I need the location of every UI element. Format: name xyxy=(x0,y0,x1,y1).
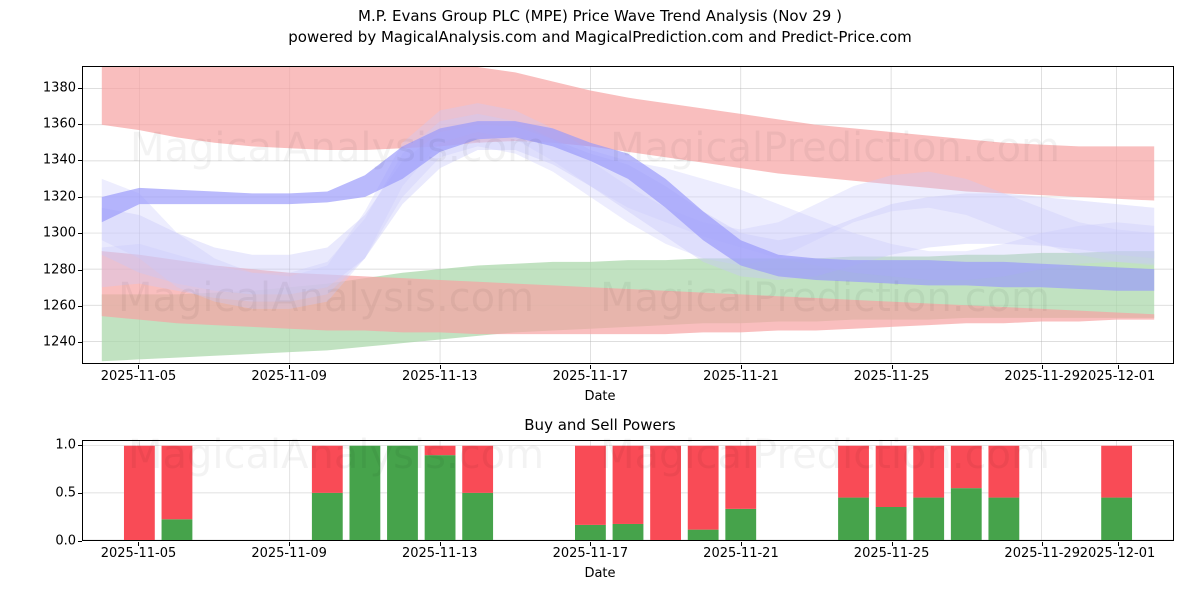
price-x-tick-mark xyxy=(439,365,441,369)
price-y-tick-mark xyxy=(78,160,82,162)
signal-x-tick-labels: 2025-11-05 2025-11-09 2025-11-13 2025-11-17… xyxy=(0,542,1200,568)
signal-x-tick: 2025-11-21 xyxy=(703,546,779,561)
price-x-tick: 2025-11-05 xyxy=(100,369,177,384)
price-y-tick-mark xyxy=(78,124,82,126)
signal-x-tick: 2025-11-09 xyxy=(251,546,327,561)
price-y-tick-mark xyxy=(78,342,82,344)
signal-chart-title: Buy and Sell Powers xyxy=(524,416,676,434)
price-y-tick: 1280 xyxy=(42,262,76,277)
signal-x-tick: 2025-11-05 xyxy=(100,546,177,561)
signal-y-tick-mark xyxy=(78,492,82,494)
price-y-tick-mark xyxy=(78,87,82,89)
price-x-axis-title: Date xyxy=(584,389,616,404)
price-x-tick: 2025-11-13 xyxy=(401,369,478,384)
price-x-tick: 2025-11-25 xyxy=(853,369,930,384)
price-x-tick-mark xyxy=(891,365,893,369)
buy-sell-powers-svg xyxy=(83,441,1173,540)
signal-x-tick-mark xyxy=(439,542,441,546)
price-x-tick: 2025-11-09 xyxy=(251,369,327,384)
signal-y-tick: 0.5 xyxy=(55,485,76,501)
signal-x-tick-mark xyxy=(590,542,592,546)
signal-x-tick: 2025-11-17 xyxy=(552,546,629,561)
price-y-tick: 1320 xyxy=(42,189,76,205)
chart-title-block: M.P. Evans Group PLC (MPE) Price Wave Tr… xyxy=(0,6,1200,48)
signal-x-tick-mark xyxy=(891,542,893,546)
signal-y-tick: 1.0 xyxy=(55,437,76,453)
price-y-tick-mark xyxy=(78,305,82,307)
signal-x-tick-mark xyxy=(740,542,742,546)
signal-x-tick-mark xyxy=(289,542,291,546)
signal-x-tick-mark xyxy=(1042,542,1044,546)
signal-x-axis-title: Date xyxy=(584,566,616,581)
signal-y-tick-mark xyxy=(78,541,82,542)
price-x-tick-mark xyxy=(740,365,742,369)
signal-x-tick: 2025-12-01 xyxy=(1079,546,1156,561)
chart-subtitle: powered by MagicalAnalysis.com and Magic… xyxy=(288,28,912,46)
chart-title: M.P. Evans Group PLC (MPE) Price Wave Tr… xyxy=(358,7,842,25)
price-x-tick-mark xyxy=(1042,365,1044,369)
price-wave-svg xyxy=(83,67,1173,363)
price-y-tick: 1360 xyxy=(42,116,76,132)
price-x-tick-mark xyxy=(590,365,592,369)
price-y-tick-mark xyxy=(78,196,82,198)
price-y-tick: 1260 xyxy=(42,298,76,314)
price-y-tick: 1380 xyxy=(42,80,76,96)
price-y-tick: 1240 xyxy=(42,334,76,350)
price-x-tick: 2025-11-21 xyxy=(703,369,779,384)
price-x-tick-mark xyxy=(289,365,291,369)
price-x-tick: 2025-12-01 xyxy=(1079,369,1156,384)
price-x-tick: 2025-11-17 xyxy=(552,369,629,384)
signal-x-tick: 2025-11-29 xyxy=(1004,546,1080,561)
price-x-tick-labels: 2025-11-05 2025-11-09 2025-11-13 2025-11-17… xyxy=(0,365,1200,391)
signal-y-tick: 0.0 xyxy=(55,533,76,549)
signal-x-tick: 2025-11-13 xyxy=(401,546,478,561)
price-x-tick-mark xyxy=(138,365,140,369)
price-y-tick-mark xyxy=(78,233,82,235)
price-y-tick-mark xyxy=(78,269,82,271)
signal-x-tick-mark xyxy=(1117,542,1119,546)
buy-sell-powers-chart xyxy=(82,440,1174,541)
price-x-tick-mark xyxy=(1117,365,1119,369)
price-y-tick: 1300 xyxy=(42,225,76,241)
signal-x-tick-mark xyxy=(138,542,140,546)
signal-y-tick-mark xyxy=(78,444,82,446)
price-wave-chart xyxy=(82,66,1174,364)
price-y-tick: 1340 xyxy=(42,152,76,168)
signal-x-tick: 2025-11-25 xyxy=(853,546,930,561)
price-x-tick: 2025-11-29 xyxy=(1004,369,1080,384)
